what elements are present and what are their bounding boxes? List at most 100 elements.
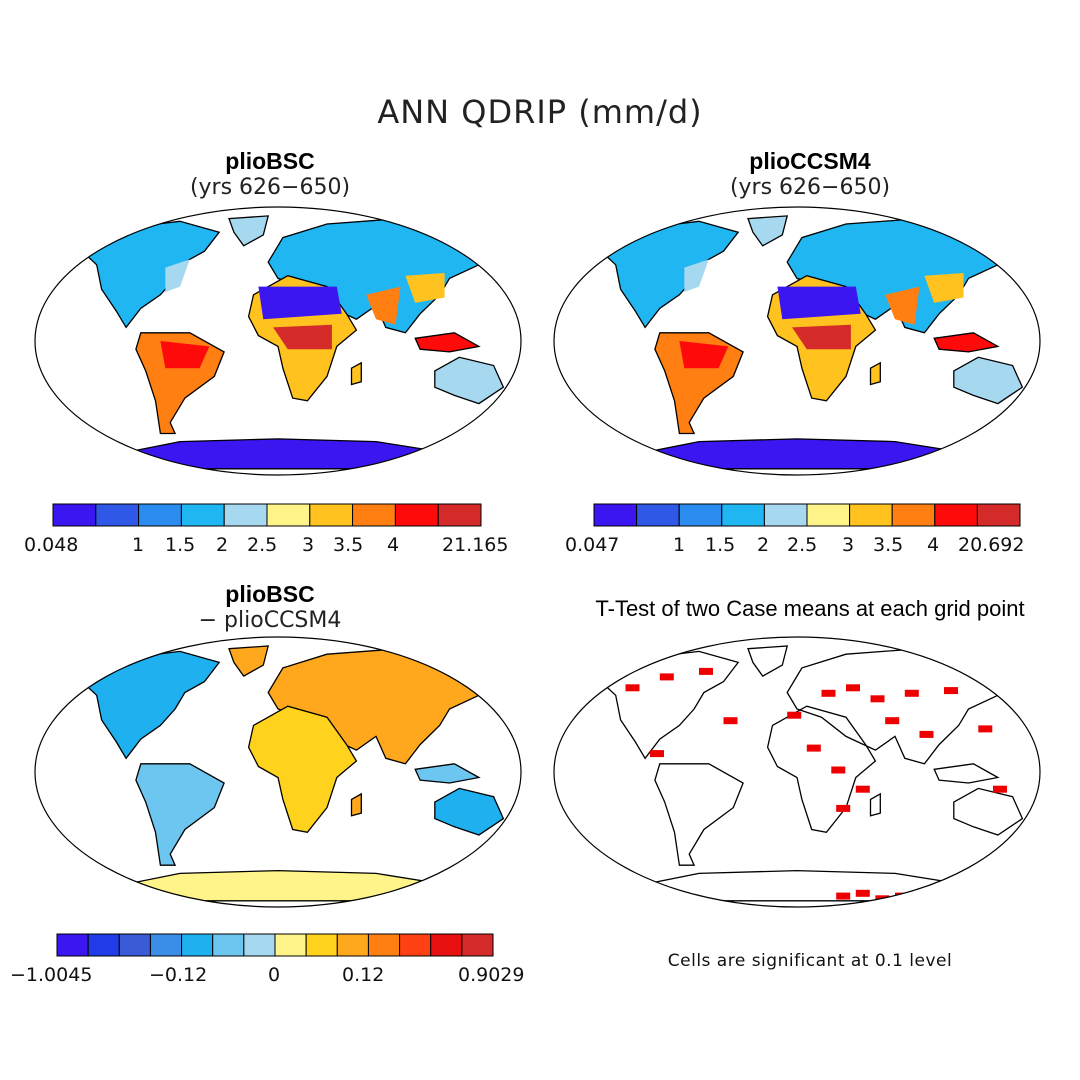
colorbar-swatch xyxy=(678,503,723,527)
significant-cell xyxy=(806,744,821,752)
colorbar-swatch xyxy=(721,503,765,527)
map-land-group xyxy=(584,645,1024,903)
significant-cell xyxy=(821,689,836,697)
colorbar-swatch xyxy=(95,503,140,527)
significant-cell xyxy=(836,804,851,812)
land-australia xyxy=(953,787,1024,836)
panel3-title: plioBSC xyxy=(225,581,315,607)
field-na-east xyxy=(684,259,709,292)
land-africa xyxy=(766,705,877,834)
cbar2-tick: 2.5 xyxy=(787,534,818,556)
significant-cell xyxy=(659,673,674,681)
land-maritimeSE xyxy=(933,332,1000,353)
land-greenland xyxy=(747,215,789,247)
cbar3-tick: −0.12 xyxy=(149,964,208,986)
land-northAmerica xyxy=(65,650,221,760)
panel2-subtitle: (yrs 626−650) xyxy=(729,175,891,200)
map-border xyxy=(34,636,522,908)
map-land-group xyxy=(584,215,1024,470)
panel4-title: T-Test of two Case means at each grid po… xyxy=(595,596,1025,621)
land-antarctica xyxy=(109,869,447,902)
land-antarctica xyxy=(628,869,966,902)
land-africa xyxy=(247,705,358,834)
significant-cell xyxy=(944,687,958,695)
colorbar-difference xyxy=(56,933,494,957)
map-land-group xyxy=(65,215,505,470)
field-sa-tropics xyxy=(160,341,210,369)
land-australia xyxy=(434,356,505,405)
colorbar-swatch xyxy=(806,503,851,527)
cbar1-tick: 3.5 xyxy=(333,534,364,556)
significant-cell xyxy=(870,695,885,703)
cbar2-tick: 0.047 xyxy=(565,534,620,556)
significant-cell xyxy=(885,717,900,725)
colorbar-swatch xyxy=(367,933,401,957)
map-plioCCSM4 xyxy=(553,206,1041,476)
cbar1-tick: 21.165 xyxy=(442,534,509,556)
cbar2-tick: 1.5 xyxy=(705,534,736,556)
colorbar-plioBSC xyxy=(52,503,482,527)
map-border xyxy=(553,636,1041,908)
cbar3-tick: 0.9029 xyxy=(458,964,525,986)
cbar1-tick: 3 xyxy=(302,534,315,556)
colorbar-swatch xyxy=(593,503,638,527)
colorbar-swatch xyxy=(223,503,268,527)
cbar2-tick: 3.5 xyxy=(873,534,904,556)
colorbar-swatch xyxy=(274,933,307,957)
field-sahara xyxy=(258,286,342,320)
colorbar-swatch xyxy=(636,503,680,527)
map-plioBSC xyxy=(34,206,522,476)
cbar3-tick: 0 xyxy=(268,964,281,986)
colorbar-swatch xyxy=(212,933,245,957)
land-greenland xyxy=(747,645,789,677)
colorbar-swatch xyxy=(243,933,276,957)
field-af-tropics xyxy=(273,324,332,350)
significant-cell xyxy=(846,684,860,692)
significant-cell xyxy=(650,750,664,758)
map-border xyxy=(553,206,1041,476)
field-india xyxy=(366,286,401,325)
colorbar-swatch xyxy=(336,933,369,957)
land-madagascar xyxy=(350,792,362,817)
significant-cell xyxy=(699,667,713,675)
colorbar-swatch xyxy=(305,933,338,957)
cbar1-tick: 4 xyxy=(387,534,400,556)
cbar2-tick: 2 xyxy=(757,534,770,556)
significant-cell xyxy=(831,766,846,774)
land-southAmerica xyxy=(654,763,744,866)
significant-cell xyxy=(919,730,934,738)
field-e-asia xyxy=(405,273,445,303)
cbar1-tick: 2 xyxy=(216,534,229,556)
land-greenland xyxy=(228,215,270,247)
colorbar-swatch xyxy=(52,503,97,527)
colorbar-swatch xyxy=(437,503,482,527)
colorbar-swatch xyxy=(56,933,89,957)
cbar2-tick: 4 xyxy=(927,534,940,556)
colorbar-swatch xyxy=(87,933,120,957)
cbar2-tick: 20.692 xyxy=(958,534,1025,556)
panel1-title: plioBSC xyxy=(225,148,315,174)
cbar1-tick: 2.5 xyxy=(247,534,278,556)
land-madagascar xyxy=(350,361,362,386)
map-ttest xyxy=(553,636,1041,908)
colorbar-swatch xyxy=(461,933,494,957)
land-madagascar xyxy=(869,361,881,386)
field-india xyxy=(885,286,920,325)
land-northAmerica xyxy=(584,220,740,329)
colorbar-swatch xyxy=(934,503,978,527)
land-northAmerica xyxy=(65,220,221,329)
field-sahara xyxy=(777,286,861,320)
cbar2-tick: 1 xyxy=(673,534,686,556)
panel3-subtitle: − plioCCSM4 xyxy=(198,608,342,633)
colorbar-swatch xyxy=(891,503,936,527)
colorbar-swatch xyxy=(266,503,311,527)
colorbar-swatch xyxy=(181,933,214,957)
map-land-group xyxy=(65,645,505,902)
cbar1-tick: 1.5 xyxy=(165,534,196,556)
land-northAmerica xyxy=(584,650,740,760)
significant-cell xyxy=(836,892,851,900)
map-difference xyxy=(34,636,522,908)
land-southAmerica xyxy=(135,763,225,866)
cbar3-tick: 0.12 xyxy=(342,964,385,986)
significant-cell xyxy=(993,785,1007,793)
